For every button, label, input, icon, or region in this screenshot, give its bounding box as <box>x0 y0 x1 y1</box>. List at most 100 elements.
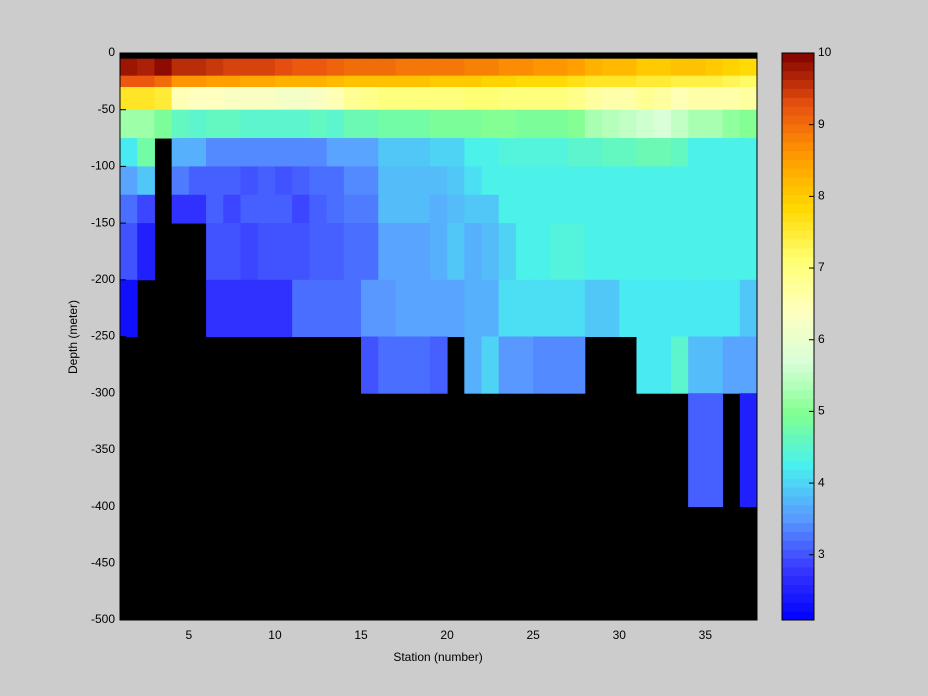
heat-cell <box>464 279 483 337</box>
heat-cell <box>533 58 551 77</box>
colorbar-band <box>782 247 814 258</box>
heat-cell <box>326 138 345 167</box>
heat-cell <box>240 138 259 167</box>
heat-cell <box>515 336 534 394</box>
heat-cell <box>274 109 293 139</box>
heat-cell <box>223 166 242 196</box>
heat-cell <box>550 75 569 88</box>
heat-cell <box>378 58 396 77</box>
heat-cell <box>188 138 207 167</box>
heat-cell <box>206 166 224 196</box>
heat-cell <box>447 279 465 337</box>
heat-cell <box>705 87 724 111</box>
heat-cell <box>653 194 672 224</box>
heat-cell <box>515 87 534 111</box>
heat-cell <box>550 194 569 224</box>
heat-cell <box>619 109 637 139</box>
colorbar-band <box>782 265 814 275</box>
heat-cell <box>481 138 500 167</box>
colorbar-band <box>782 557 814 568</box>
heat-cell <box>292 58 310 77</box>
heat-cell <box>481 87 500 111</box>
y-tick-label: -200 <box>91 272 115 286</box>
heat-cell <box>619 138 637 167</box>
heat-cell <box>464 336 483 394</box>
heat-cell <box>584 109 603 139</box>
heat-cell <box>188 109 207 139</box>
heat-cell <box>688 75 706 88</box>
heat-cell <box>653 166 672 196</box>
heat-cell <box>739 138 758 167</box>
heat-cell <box>498 194 517 224</box>
heat-cell <box>137 87 155 111</box>
heat-cell <box>498 75 517 88</box>
heat-cell <box>653 336 672 394</box>
heat-cell <box>636 87 655 111</box>
heat-cell <box>326 166 345 196</box>
heat-cell <box>378 166 396 196</box>
heat-cell <box>361 279 379 337</box>
heat-cell <box>739 58 758 77</box>
heat-cell <box>567 87 586 111</box>
x-axis-label: Station (number) <box>393 650 482 664</box>
heat-cell <box>670 223 689 281</box>
heat-cell <box>395 194 414 224</box>
colorbar-tick-label: 10 <box>818 45 832 59</box>
heat-cell <box>361 75 379 88</box>
heat-cell <box>636 279 655 337</box>
heat-cell <box>653 75 672 88</box>
heat-cell <box>653 58 672 77</box>
heat-cell <box>137 75 155 88</box>
heat-cell <box>567 58 586 77</box>
heat-cell <box>223 58 242 77</box>
heat-cell <box>429 336 448 394</box>
heat-cell <box>257 166 276 196</box>
heat-cell <box>550 109 569 139</box>
colorbar-band <box>782 141 814 151</box>
heat-cell <box>240 194 259 224</box>
heat-cell <box>739 393 758 508</box>
heat-cell <box>567 194 586 224</box>
y-tick-label: -350 <box>91 442 115 456</box>
heat-cell <box>361 109 379 139</box>
heat-cell <box>550 138 569 167</box>
heat-cell <box>636 138 655 167</box>
heat-cell <box>292 223 310 281</box>
heat-cell <box>223 75 242 88</box>
heat-cell <box>206 58 224 77</box>
heat-cell <box>533 194 551 224</box>
heat-cell <box>533 223 551 281</box>
colorbar-band <box>782 371 814 382</box>
heat-cell <box>705 58 724 77</box>
colorbar-band <box>782 256 814 267</box>
colorbar-band <box>782 309 814 320</box>
heat-cell <box>739 279 758 337</box>
heat-cell <box>670 75 689 88</box>
x-tick-label: 20 <box>440 628 454 642</box>
heat-cell <box>343 58 362 77</box>
heat-cell <box>206 194 224 224</box>
heat-cell <box>739 166 758 196</box>
heat-cell <box>515 138 534 167</box>
colorbar-band <box>782 522 814 532</box>
heat-cell <box>533 279 551 337</box>
heat-cell <box>739 194 758 224</box>
heat-cell <box>412 87 431 111</box>
heat-cell <box>120 138 138 167</box>
heat-cell <box>137 194 155 224</box>
heat-cell <box>240 109 259 139</box>
heat-cell <box>447 138 465 167</box>
heat-cell <box>722 166 741 196</box>
heat-cell <box>670 58 689 77</box>
heat-cell <box>257 75 276 88</box>
heat-cell <box>447 75 465 88</box>
colorbar-band <box>782 602 814 612</box>
heat-cell <box>670 109 689 139</box>
y-tick-label: -400 <box>91 499 115 513</box>
heat-cell <box>739 336 758 394</box>
heat-cell <box>412 279 431 337</box>
heat-cell <box>361 336 379 394</box>
heat-cell <box>206 87 224 111</box>
colorbar-band <box>782 88 814 98</box>
heat-cell <box>378 75 396 88</box>
